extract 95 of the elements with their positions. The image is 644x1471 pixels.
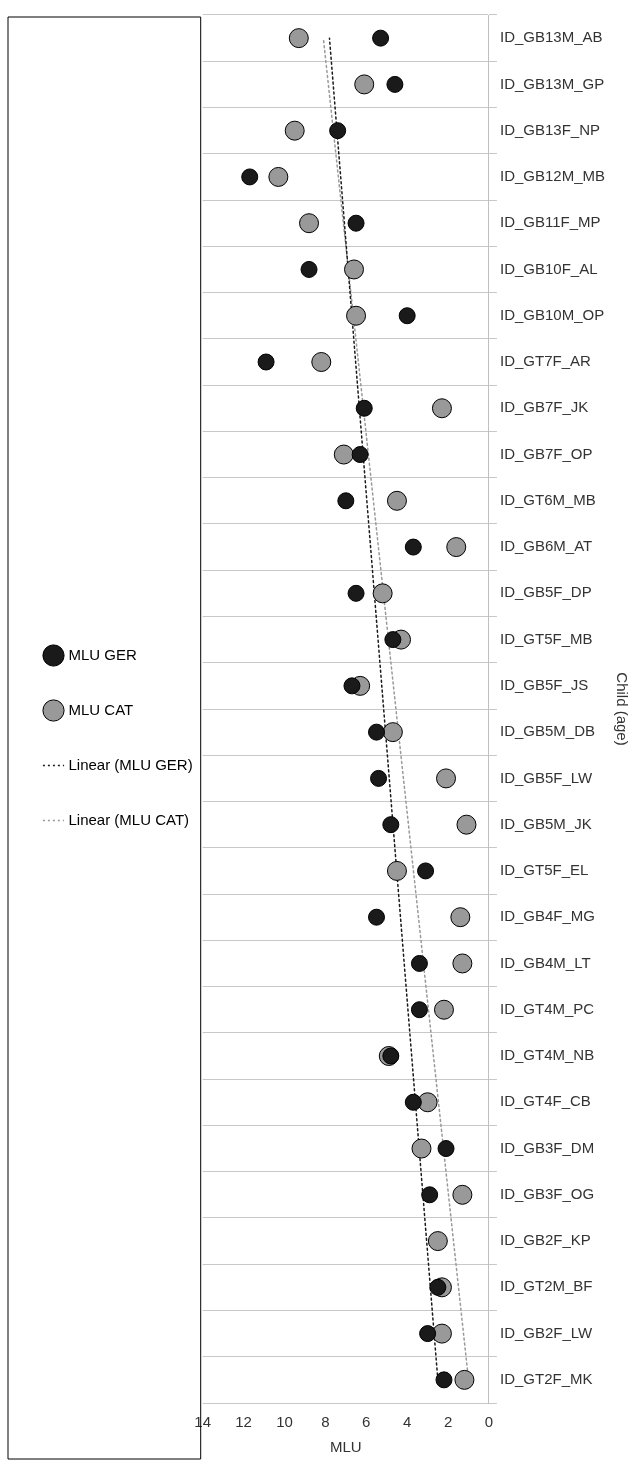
y-tick-label: ID_GB13M_AB [499,28,603,46]
x-tick-label: 12 [235,1413,252,1431]
point [452,953,473,974]
point [284,120,305,141]
point [436,768,457,789]
point [456,814,477,835]
x-tick-label: 8 [321,1413,330,1431]
y-tick-label: ID_GT2F_MK [499,1370,593,1388]
point [454,1369,475,1390]
point [421,1186,439,1204]
point [347,214,365,232]
point [384,631,402,649]
point [404,538,422,556]
point [368,908,385,926]
point [355,399,373,417]
x-axis-title: MLU [329,1438,362,1456]
y-tick-label: ID_GB11F_MP [499,213,601,231]
point [300,260,318,278]
point [299,213,320,234]
point [372,583,393,604]
point [452,1184,473,1205]
y-tick-label: ID_GB13F_NP [499,120,601,138]
point [354,74,375,95]
x-tick-label: 4 [403,1413,412,1431]
x-tick-label: 2 [443,1413,453,1431]
y-tick-label: ID_GT5F_MB [499,629,593,647]
point [268,166,289,187]
y-tick-label: ID_GT6M_MB [499,490,596,508]
point [450,907,471,928]
point [257,353,275,371]
point [347,584,365,602]
y-tick-label: ID_GB13M_GP [499,74,605,92]
x-tick-label: 0 [484,1413,494,1431]
point [370,769,388,787]
y-tick-label: ID_GT4M_NB [499,1046,595,1064]
point [344,259,365,280]
y-tick-label: ID_GB3F_DM [499,1138,595,1156]
y-tick-label: ID_GT2M_BF [499,1277,593,1295]
legend-label: MLU GER [68,645,138,663]
point [446,537,467,558]
point [404,1093,422,1111]
point [337,492,355,510]
point [288,28,309,49]
point [410,954,428,972]
point [311,352,332,372]
y-tick-label: ID_GT4F_CB [499,1092,591,1110]
y-tick-label: ID_GB10M_OP [499,305,605,323]
y-tick-label: ID_GB5M_DB [499,722,596,740]
legend-label: Linear (MLU CAT) [68,810,190,828]
point [241,168,259,186]
legend-label: Linear (MLU GER) [68,755,193,773]
point [433,999,454,1020]
y-tick-label: ID_GB2F_LW [499,1323,594,1341]
point [333,444,354,465]
legend-label: MLU CAT [68,700,134,718]
point [329,122,347,140]
y-tick-label: ID_GB7F_JK [499,398,589,416]
y-tick-label: ID_GB5F_JS [499,676,589,694]
y-axis-title: Child (age) [613,672,631,746]
y-tick-label: ID_GT7F_AR [499,352,591,370]
y-tick-label: ID_GT5F_EL [499,861,589,879]
y-tick-label: ID_GB4M_LT [499,953,591,971]
point [386,490,407,511]
y-tick-label: ID_GB10F_AL [499,259,598,277]
point [398,307,416,325]
y-tick-label: ID_GB6M_AT [499,537,593,555]
point [431,398,452,419]
y-tick-label: ID_GB5F_DP [499,583,592,601]
y-tick-label: ID_GB12M_MB [499,167,606,185]
point [437,1140,455,1158]
y-tick-label: ID_GB4F_MG [499,907,595,925]
point [429,1278,447,1296]
point [382,722,403,743]
x-tick-label: 6 [362,1413,371,1431]
point [382,816,400,834]
point [386,75,404,93]
point [417,862,435,880]
y-tick-label: ID_GB5M_JK [499,814,592,832]
point [435,1371,453,1389]
point [368,723,385,741]
y-tick-label: ID_GB3F_OG [499,1184,595,1202]
point [427,1231,448,1252]
point [372,29,390,47]
point [419,1325,437,1343]
point [346,305,367,326]
y-tick-label: ID_GT4M_PC [499,999,595,1017]
y-tick-label: ID_GB5F_LW [499,768,594,786]
point [386,860,407,881]
y-tick-label: ID_GB7F_OP [499,444,593,462]
y-tick-label: ID_GB2F_KP [499,1231,591,1249]
point [343,677,361,695]
point [411,1138,432,1159]
point [351,446,369,464]
point [410,1001,428,1019]
x-tick-label: 10 [276,1413,293,1431]
